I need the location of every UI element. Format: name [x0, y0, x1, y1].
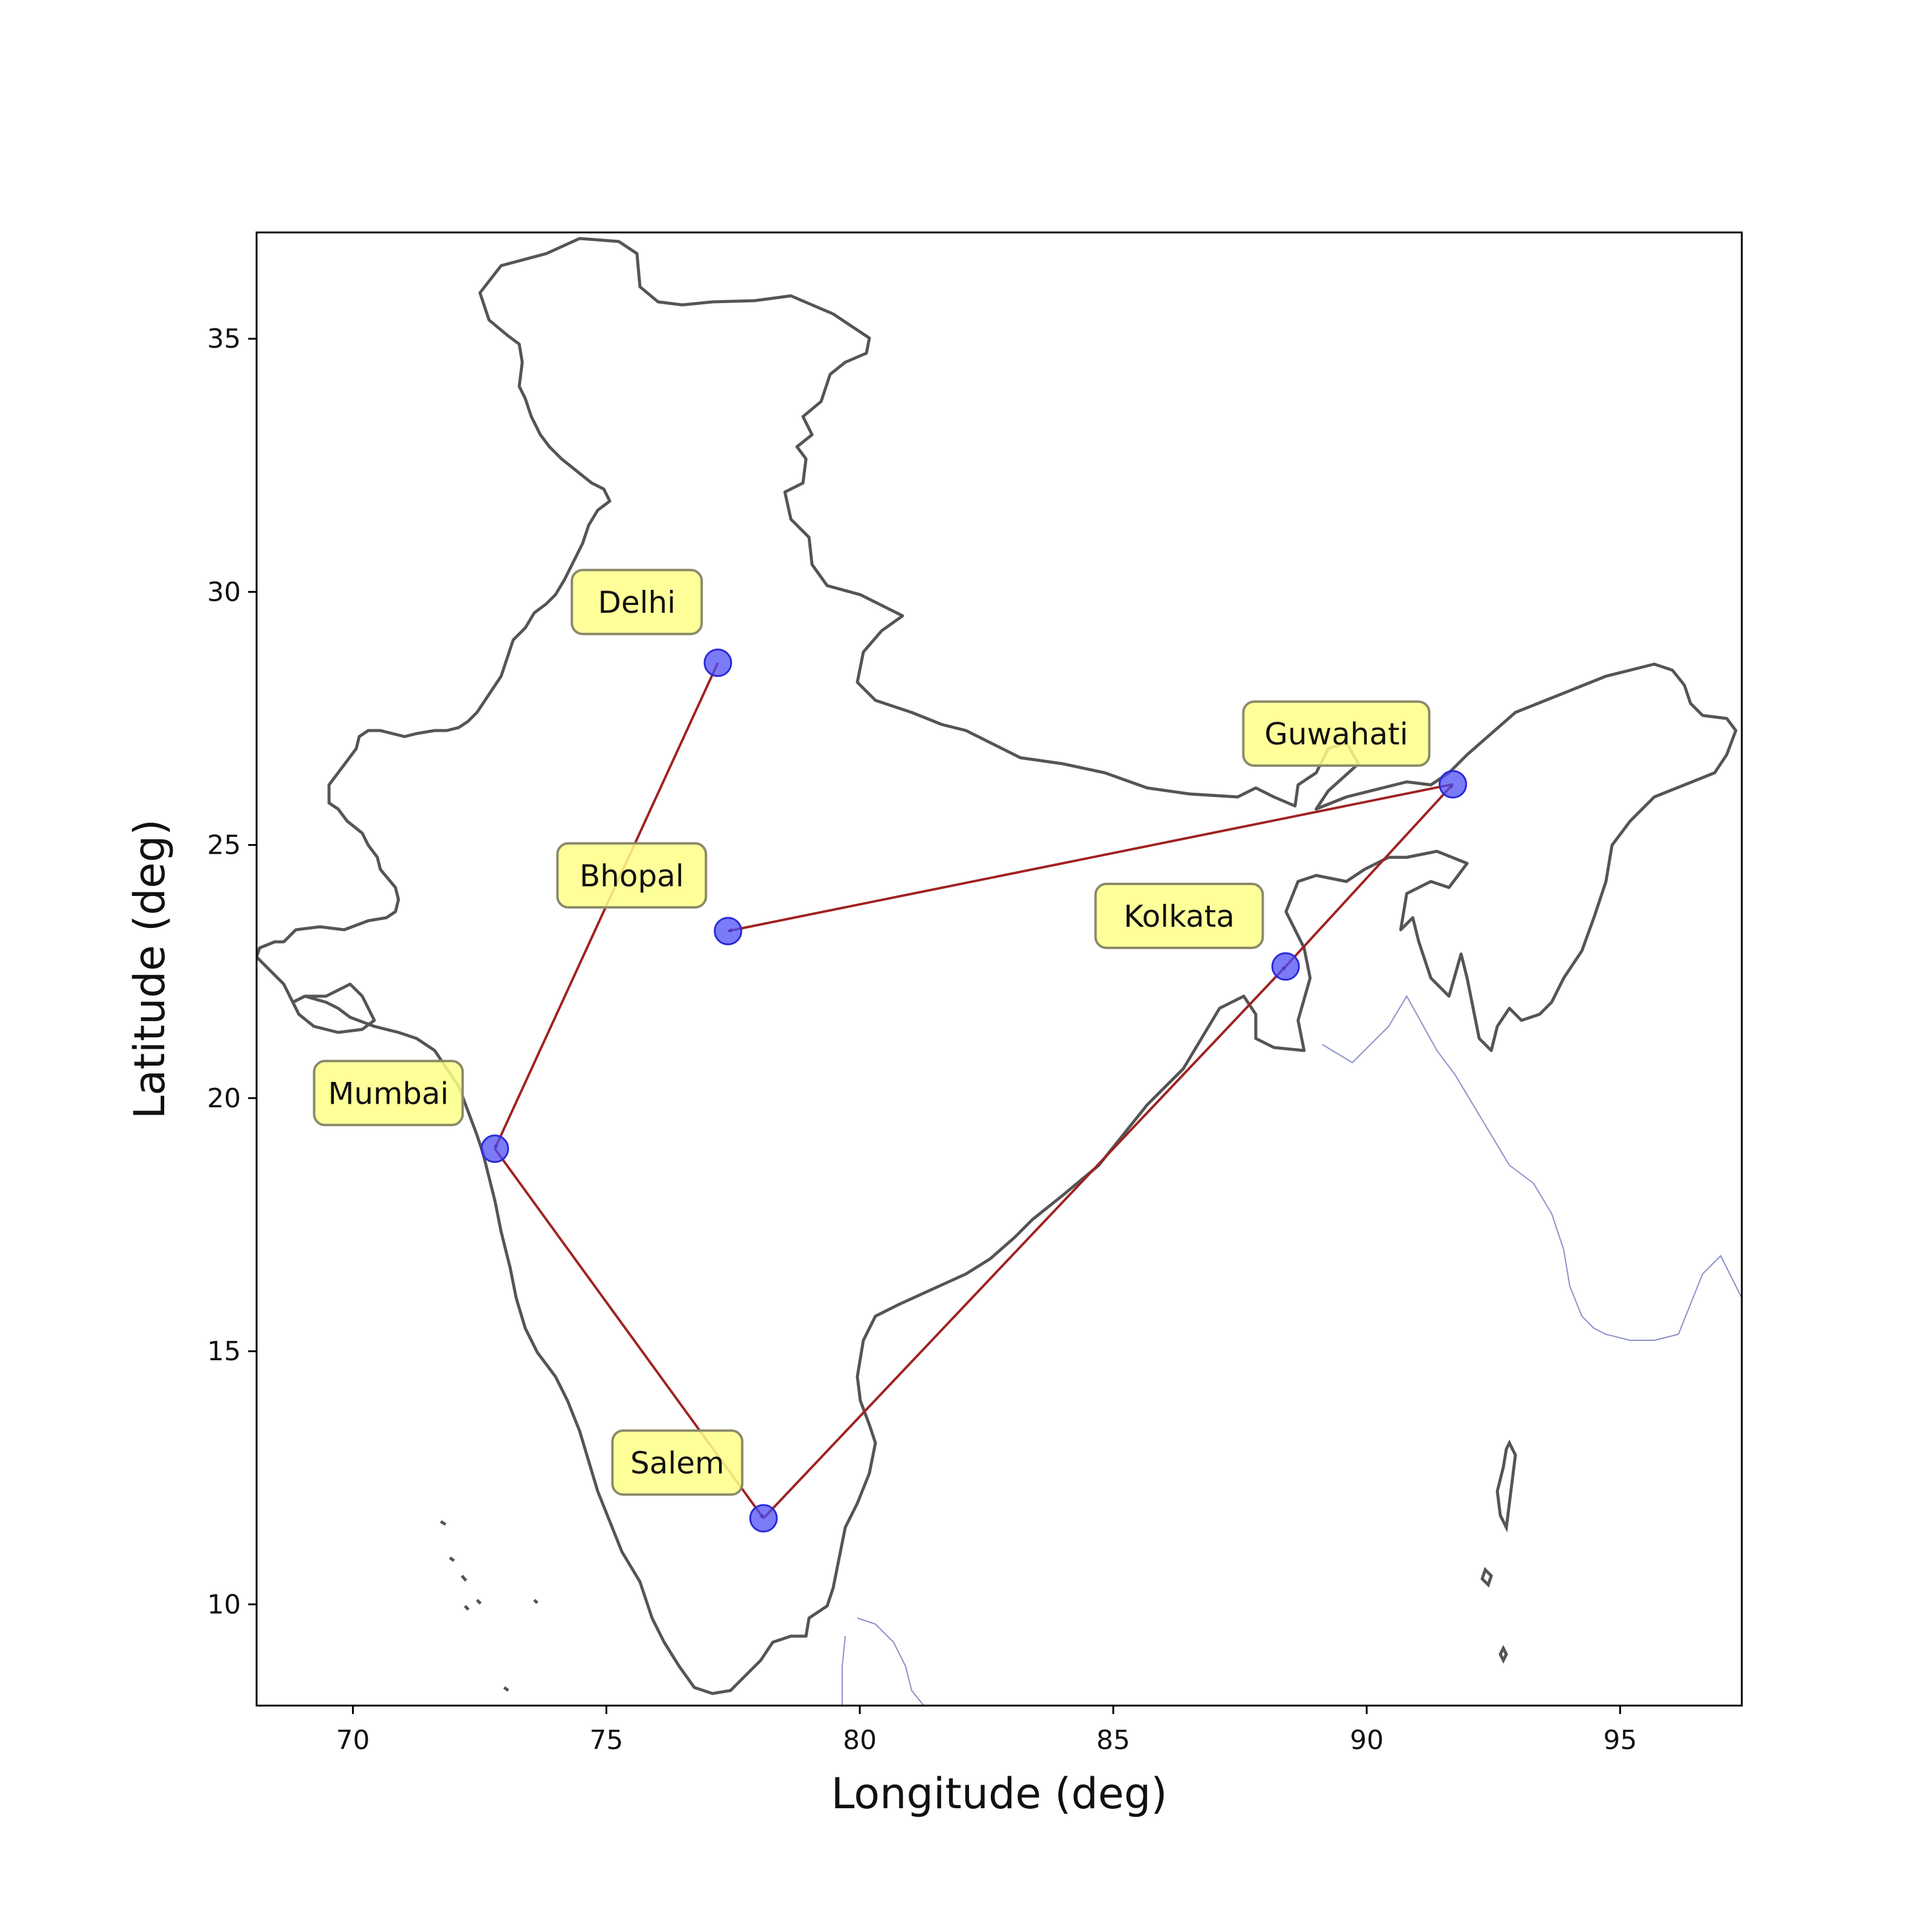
nicobar-islands	[1480, 1567, 1508, 1664]
city-label-bhopal: Bhopal	[556, 842, 708, 909]
city-label-text: Guwahati	[1264, 717, 1408, 752]
city-label-box	[571, 569, 703, 636]
lakshadweep	[440, 1520, 539, 1692]
city-marker-guwahati	[1438, 770, 1467, 799]
y-tick-label: 25	[207, 830, 241, 861]
city-label-text: Mumbai	[328, 1076, 449, 1111]
city-marker-bhopal	[714, 916, 743, 945]
city-marker-kolkata	[1271, 952, 1300, 981]
city-label-box	[313, 1060, 464, 1127]
city-marker-salem	[749, 1504, 778, 1533]
city-label-mumbai: Mumbai	[313, 1060, 464, 1127]
city-label-salem: Salem	[611, 1429, 744, 1496]
plot-background	[257, 232, 1742, 1706]
city-label-box	[1242, 700, 1431, 767]
x-tick-label: 95	[1603, 1725, 1637, 1756]
kathiawar-coastline	[291, 982, 376, 1034]
y-axis-ticks: 10 15 20 25 30 35	[207, 324, 257, 1620]
route-arrow-guwahati-to-bhopal	[728, 782, 1453, 931]
city-label-box	[556, 842, 708, 909]
y-tick-label: 15	[207, 1336, 241, 1367]
route-arrow-kolkata-to-guwahati	[1284, 783, 1454, 968]
y-tick-label: 35	[207, 324, 241, 354]
route-arrow-salem-to-kolkata	[763, 965, 1287, 1520]
city-label-text: Salem	[630, 1446, 724, 1481]
x-tick-label: 75	[589, 1725, 623, 1756]
x-tick-label: 90	[1350, 1725, 1384, 1756]
myanmar-coastline	[1322, 995, 1742, 1341]
city-label-box	[611, 1429, 744, 1496]
x-axis-title: Longitude (deg)	[831, 1769, 1168, 1818]
city-marker-mumbai	[481, 1134, 510, 1163]
plot-frame	[255, 231, 1743, 1707]
x-axis-ticks: 70 75 80 85 90 95	[336, 1706, 1637, 1756]
y-tick-label: 10	[207, 1589, 241, 1620]
city-label-kolkata: Kolkata	[1094, 882, 1264, 949]
x-tick-label: 70	[336, 1725, 370, 1756]
y-tick-label: 20	[207, 1083, 241, 1114]
city-label-delhi: Delhi	[571, 569, 703, 636]
city-markers	[481, 648, 1467, 1533]
andaman-islands	[1495, 1439, 1517, 1533]
city-label-guwahati: Guwahati	[1242, 700, 1431, 767]
x-tick-label: 85	[1096, 1725, 1130, 1756]
city-label-text: Kolkata	[1124, 899, 1235, 934]
city-marker-delhi	[703, 648, 732, 677]
y-axis-title: Latitude (deg)	[125, 819, 174, 1119]
city-label-box	[1094, 882, 1264, 949]
x-tick-label: 80	[843, 1725, 877, 1756]
city-label-text: Bhopal	[580, 859, 684, 894]
city-label-text: Delhi	[598, 585, 676, 620]
city-labels: Delhi Bhopal Mumbai Salem Kolkata Guwahati	[313, 569, 1431, 1496]
y-tick-label: 30	[207, 577, 241, 607]
sri-lanka-coastline	[842, 1617, 924, 1706]
